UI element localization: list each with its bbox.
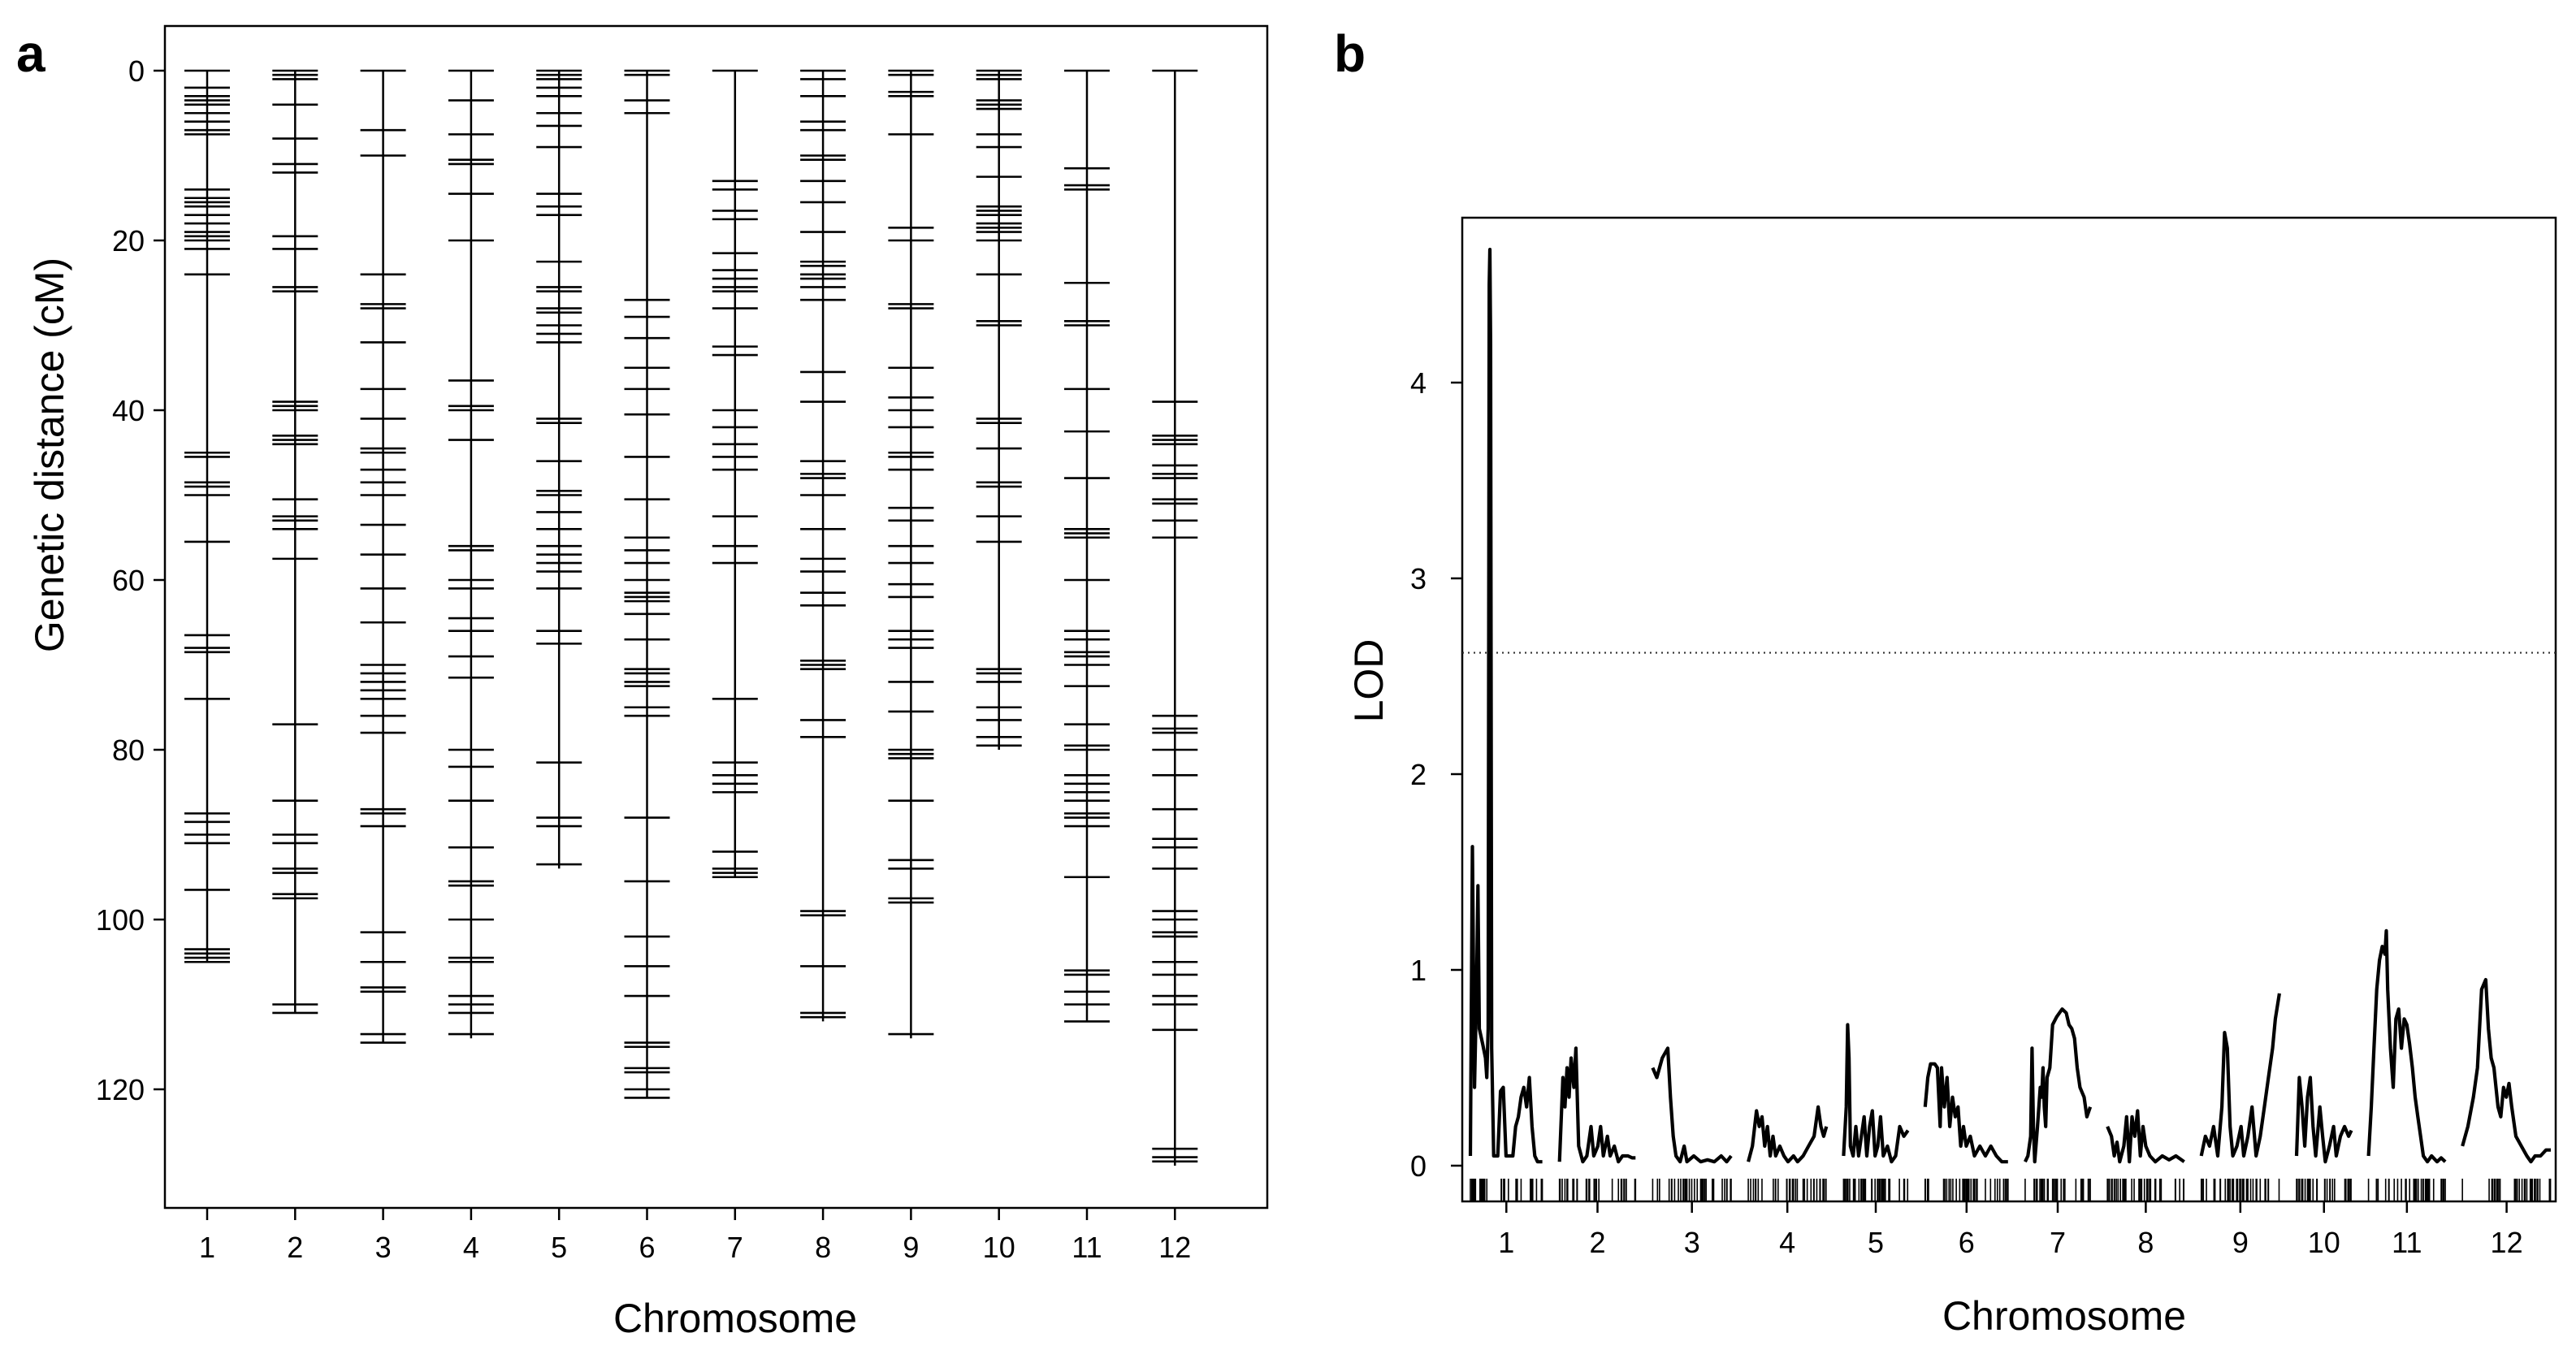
- panel-a-plot-frame: [163, 24, 1269, 1210]
- panel-b-lod-curves: [1468, 248, 2551, 1164]
- lod-x-tick-label-10: 10: [2308, 1226, 2340, 1259]
- lod-y-tick-label-4: 4: [1410, 366, 1427, 400]
- lod-curve-chr9: [2199, 993, 2281, 1158]
- lod-x-tick-label-3: 3: [1684, 1226, 1700, 1259]
- lod-curve-chr12: [2461, 977, 2551, 1164]
- panel-a-y-axis: 0 20 40 60 80 100 120: [96, 54, 165, 1106]
- panel-b-marker-rug: [1470, 1179, 2552, 1201]
- lod-y-tick-label-0: 0: [1410, 1149, 1427, 1183]
- panel-a-chromosome-lines: [206, 71, 1176, 1166]
- panel-b-y-axis-title: LOD: [1346, 639, 1392, 723]
- panel-a-label: a: [16, 24, 45, 83]
- x-tick-label-12: 12: [1158, 1231, 1191, 1264]
- x-tick-label-2: 2: [287, 1231, 303, 1264]
- y-tick-label-0: 0: [128, 54, 145, 88]
- panel-b-label: b: [1334, 24, 1366, 83]
- lod-curve-chr4: [1747, 1105, 1829, 1164]
- panel-a-markers: [184, 69, 1198, 1163]
- x-tick-label-5: 5: [551, 1231, 567, 1264]
- lod-x-tick-label-7: 7: [2050, 1226, 2066, 1259]
- lod-curve-chr11: [2366, 928, 2447, 1164]
- panel-a-y-axis-title: Genetic distance (cM): [27, 258, 72, 652]
- panel-a-x-axis: 1 2 3 4 5 6 7 8 9 10 11 12: [199, 1208, 1191, 1264]
- lod-y-tick-label-1: 1: [1410, 954, 1427, 987]
- x-tick-label-4: 4: [463, 1231, 479, 1264]
- lod-x-tick-label-4: 4: [1779, 1226, 1795, 1259]
- y-tick-label-60: 60: [112, 564, 145, 597]
- lod-x-tick-label-11: 11: [2392, 1226, 2422, 1259]
- lod-curve-chr3: [1651, 1046, 1733, 1164]
- lod-x-tick-label-12: 12: [2491, 1226, 2523, 1259]
- y-tick-label-20: 20: [112, 224, 145, 258]
- lod-y-tick-label-3: 3: [1410, 562, 1427, 595]
- lod-x-tick-label-1: 1: [1498, 1226, 1514, 1259]
- y-tick-label-120: 120: [96, 1073, 145, 1106]
- x-tick-label-10: 10: [983, 1231, 1015, 1264]
- lod-y-tick-label-2: 2: [1410, 758, 1427, 791]
- panel-a-x-axis-title: Chromosome: [613, 1296, 857, 1341]
- panel-b-x-axis: 1 2 3 4 5 6 7 8 9 10 11 12: [1498, 1201, 2523, 1259]
- x-tick-label-1: 1: [199, 1231, 215, 1264]
- x-tick-label-7: 7: [727, 1231, 743, 1264]
- lod-curve-chr2: [1557, 1046, 1636, 1164]
- panel-b-y-axis: 0 1 2 3 4: [1410, 366, 1462, 1183]
- panel-b-plot-frame: [1461, 216, 2557, 1203]
- x-tick-label-8: 8: [815, 1231, 831, 1264]
- lod-curve-chr7: [2024, 1007, 2093, 1164]
- lod-curve-chr8: [2106, 1109, 2185, 1164]
- y-tick-label-80: 80: [112, 734, 145, 767]
- y-tick-label-100: 100: [96, 903, 145, 937]
- lod-x-tick-label-5: 5: [1868, 1226, 1884, 1259]
- lod-x-tick-label-2: 2: [1589, 1226, 1605, 1259]
- panel-b-x-axis-title: Chromosome: [1942, 1293, 2186, 1339]
- x-tick-label-11: 11: [1072, 1231, 1102, 1264]
- lod-curve-chr1: [1468, 248, 1543, 1164]
- y-tick-label-40: 40: [112, 394, 145, 427]
- x-tick-label-6: 6: [639, 1231, 655, 1264]
- lod-x-tick-label-8: 8: [2137, 1226, 2154, 1259]
- lod-x-tick-label-9: 9: [2232, 1226, 2249, 1259]
- x-tick-label-9: 9: [903, 1231, 919, 1264]
- lod-curve-chr6: [1923, 1062, 2008, 1164]
- lod-x-tick-label-6: 6: [1959, 1226, 1975, 1259]
- lod-curve-chr5: [1842, 1023, 1910, 1164]
- lod-curve-chr10: [2294, 1076, 2353, 1164]
- x-tick-label-3: 3: [375, 1231, 392, 1264]
